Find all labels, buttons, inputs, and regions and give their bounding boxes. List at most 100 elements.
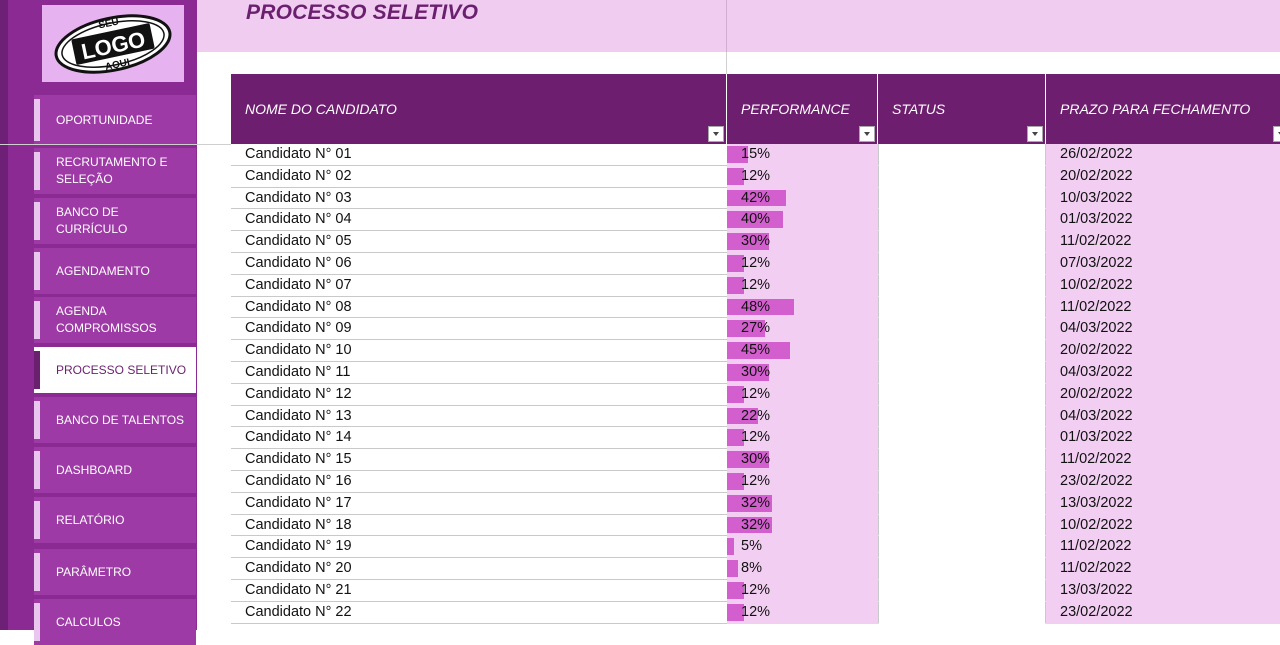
table-row[interactable]: Candidato N° 08 48% 11/02/2022 — [231, 296, 1280, 319]
deadline-cell[interactable]: 04/03/2022 — [1046, 361, 1280, 384]
status-cell[interactable] — [878, 318, 1046, 341]
table-row[interactable]: Candidato N° 21 12% 13/03/2022 — [231, 579, 1280, 602]
deadline-cell[interactable]: 26/02/2022 — [1046, 144, 1280, 166]
candidate-name-cell[interactable]: Candidato N° 08 — [231, 296, 727, 319]
candidate-name-cell[interactable]: Candidato N° 09 — [231, 318, 727, 341]
performance-cell[interactable]: 12% — [727, 470, 878, 493]
candidate-name-cell[interactable]: Candidato N° 17 — [231, 492, 727, 515]
performance-cell[interactable]: 12% — [727, 252, 878, 275]
status-cell[interactable] — [878, 579, 1046, 602]
performance-cell[interactable]: 48% — [727, 296, 878, 319]
table-row[interactable]: Candidato N° 05 30% 11/02/2022 — [231, 231, 1280, 253]
performance-cell[interactable]: 30% — [727, 449, 878, 471]
performance-cell[interactable]: 12% — [727, 274, 878, 297]
status-cell[interactable] — [878, 470, 1046, 493]
performance-cell[interactable]: 32% — [727, 514, 878, 537]
deadline-cell[interactable]: 01/03/2022 — [1046, 427, 1280, 450]
sidebar-item-calculos[interactable]: CALCULOS — [34, 599, 196, 645]
table-row[interactable]: Candidato N° 02 12% 20/02/2022 — [231, 165, 1280, 188]
performance-cell[interactable]: 42% — [727, 187, 878, 210]
deadline-cell[interactable]: 20/02/2022 — [1046, 340, 1280, 362]
status-cell[interactable] — [878, 601, 1046, 624]
deadline-cell[interactable]: 10/02/2022 — [1046, 514, 1280, 537]
performance-cell[interactable]: 15% — [727, 144, 878, 166]
candidate-name-cell[interactable]: Candidato N° 15 — [231, 449, 727, 471]
table-row[interactable]: Candidato N° 03 42% 10/03/2022 — [231, 187, 1280, 210]
status-cell[interactable] — [878, 144, 1046, 166]
filter-dropdown-icon[interactable] — [1027, 126, 1043, 142]
status-cell[interactable] — [878, 383, 1046, 406]
deadline-cell[interactable]: 10/03/2022 — [1046, 187, 1280, 210]
candidate-name-cell[interactable]: Candidato N° 01 — [231, 144, 727, 166]
sidebar-item-agenda-compromissos[interactable]: AGENDA COMPROMISSOS — [34, 297, 196, 343]
status-cell[interactable] — [878, 252, 1046, 275]
performance-cell[interactable]: 30% — [727, 361, 878, 384]
candidate-name-cell[interactable]: Candidato N° 16 — [231, 470, 727, 493]
performance-cell[interactable]: 32% — [727, 492, 878, 515]
deadline-cell[interactable]: 20/02/2022 — [1046, 383, 1280, 406]
deadline-cell[interactable]: 04/03/2022 — [1046, 405, 1280, 428]
candidate-name-cell[interactable]: Candidato N° 22 — [231, 601, 727, 624]
sidebar-item-recrutamento[interactable]: RECRUTAMENTO E SELEÇÃO — [34, 148, 196, 194]
status-cell[interactable] — [878, 340, 1046, 362]
sidebar-item-banco-talentos[interactable]: BANCO DE TALENTOS — [34, 397, 196, 443]
candidate-name-cell[interactable]: Candidato N° 07 — [231, 274, 727, 297]
filter-dropdown-icon[interactable] — [708, 126, 724, 142]
table-row[interactable]: Candidato N° 13 22% 04/03/2022 — [231, 405, 1280, 428]
status-cell[interactable] — [878, 536, 1046, 559]
performance-cell[interactable]: 12% — [727, 579, 878, 602]
sidebar-item-agendamento[interactable]: AGENDAMENTO — [34, 248, 196, 294]
table-row[interactable]: Candidato N° 04 40% 01/03/2022 — [231, 209, 1280, 232]
performance-cell[interactable]: 27% — [727, 318, 878, 341]
performance-cell[interactable]: 5% — [727, 536, 878, 559]
table-row[interactable]: Candidato N° 10 45% 20/02/2022 — [231, 340, 1280, 362]
deadline-cell[interactable]: 11/02/2022 — [1046, 296, 1280, 319]
candidate-name-cell[interactable]: Candidato N° 02 — [231, 165, 727, 188]
filter-dropdown-icon[interactable] — [859, 126, 875, 142]
candidate-name-cell[interactable]: Candidato N° 19 — [231, 536, 727, 559]
table-row[interactable]: Candidato N° 19 5% 11/02/2022 — [231, 536, 1280, 559]
deadline-cell[interactable]: 07/03/2022 — [1046, 252, 1280, 275]
status-cell[interactable] — [878, 449, 1046, 471]
deadline-cell[interactable]: 11/02/2022 — [1046, 536, 1280, 559]
candidate-name-cell[interactable]: Candidato N° 10 — [231, 340, 727, 362]
deadline-cell[interactable]: 20/02/2022 — [1046, 165, 1280, 188]
table-row[interactable]: Candidato N° 14 12% 01/03/2022 — [231, 427, 1280, 450]
sidebar-item-parametro[interactable]: PARÂMETRO — [34, 549, 196, 595]
status-cell[interactable] — [878, 492, 1046, 515]
deadline-cell[interactable]: 13/03/2022 — [1046, 492, 1280, 515]
table-row[interactable]: Candidato N° 11 30% 04/03/2022 — [231, 361, 1280, 384]
candidate-name-cell[interactable]: Candidato N° 13 — [231, 405, 727, 428]
sidebar-item-processo-seletivo[interactable]: PROCESSO SELETIVO — [34, 347, 196, 393]
table-row[interactable]: Candidato N° 12 12% 20/02/2022 — [231, 383, 1280, 406]
candidate-name-cell[interactable]: Candidato N° 14 — [231, 427, 727, 450]
table-row[interactable]: Candidato N° 09 27% 04/03/2022 — [231, 318, 1280, 341]
deadline-cell[interactable]: 01/03/2022 — [1046, 209, 1280, 232]
status-cell[interactable] — [878, 209, 1046, 232]
performance-cell[interactable]: 12% — [727, 427, 878, 450]
candidate-name-cell[interactable]: Candidato N° 11 — [231, 361, 727, 384]
performance-cell[interactable]: 12% — [727, 383, 878, 406]
table-row[interactable]: Candidato N° 15 30% 11/02/2022 — [231, 449, 1280, 471]
status-cell[interactable] — [878, 274, 1046, 297]
table-row[interactable]: Candidato N° 22 12% 23/02/2022 — [231, 601, 1280, 624]
deadline-cell[interactable]: 13/03/2022 — [1046, 579, 1280, 602]
candidate-name-cell[interactable]: Candidato N° 20 — [231, 558, 727, 580]
status-cell[interactable] — [878, 558, 1046, 580]
candidate-name-cell[interactable]: Candidato N° 18 — [231, 514, 727, 537]
performance-cell[interactable]: 8% — [727, 558, 878, 580]
status-cell[interactable] — [878, 296, 1046, 319]
deadline-cell[interactable]: 23/02/2022 — [1046, 601, 1280, 624]
deadline-cell[interactable]: 04/03/2022 — [1046, 318, 1280, 341]
status-cell[interactable] — [878, 361, 1046, 384]
status-cell[interactable] — [878, 405, 1046, 428]
table-row[interactable]: Candidato N° 16 12% 23/02/2022 — [231, 470, 1280, 493]
table-row[interactable]: Candidato N° 17 32% 13/03/2022 — [231, 492, 1280, 515]
status-cell[interactable] — [878, 514, 1046, 537]
table-row[interactable]: Candidato N° 07 12% 10/02/2022 — [231, 274, 1280, 297]
filter-dropdown-icon[interactable] — [1273, 126, 1280, 142]
table-row[interactable]: Candidato N° 18 32% 10/02/2022 — [231, 514, 1280, 537]
deadline-cell[interactable]: 11/02/2022 — [1046, 231, 1280, 253]
table-row[interactable]: Candidato N° 01 15% 26/02/2022 — [231, 144, 1280, 166]
performance-cell[interactable]: 40% — [727, 209, 878, 232]
